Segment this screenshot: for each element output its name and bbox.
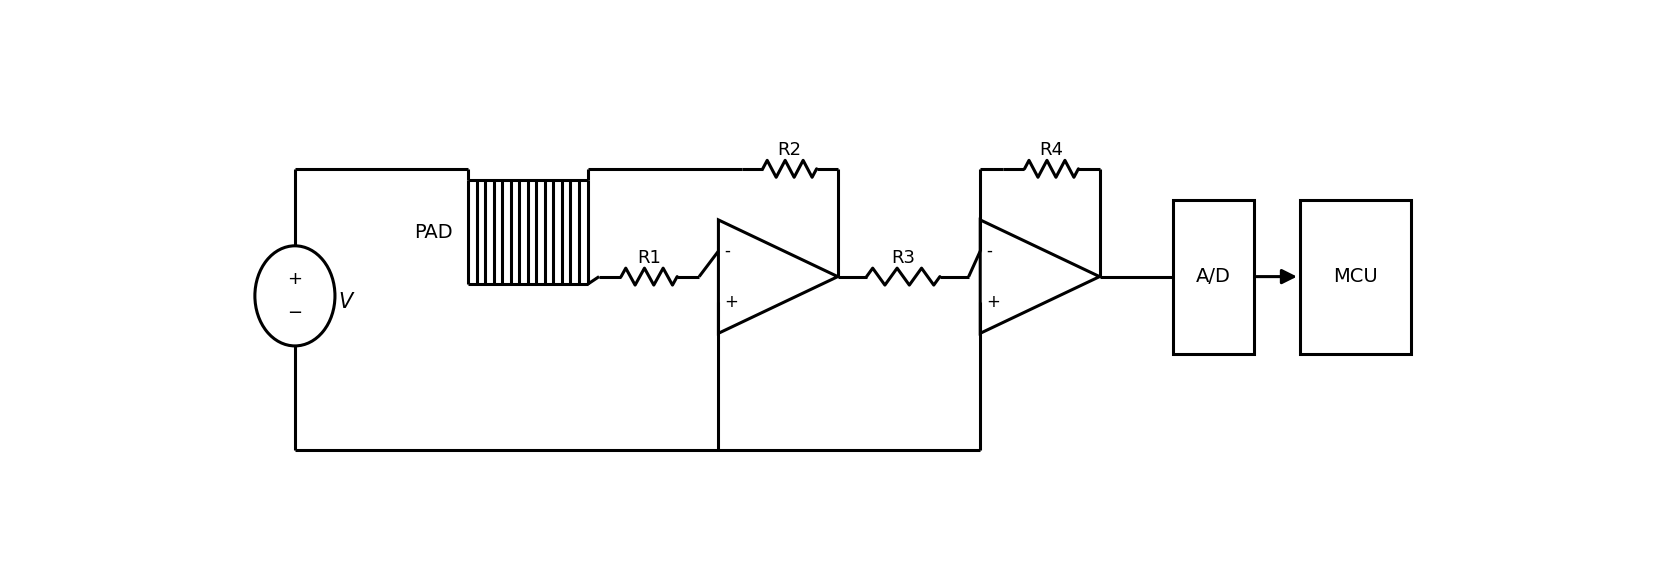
Text: MCU: MCU [1333,267,1378,286]
Text: PAD: PAD [415,223,453,242]
Text: +: + [986,293,1001,311]
Text: -: - [986,242,992,260]
Text: +: + [287,270,302,288]
Text: A/D: A/D [1195,267,1231,286]
Text: V: V [339,292,353,312]
Bar [1300,200,1412,354]
Text: R1: R1 [638,248,662,266]
Text: +: + [725,293,739,311]
Text: -: - [725,242,730,260]
Text: −: − [287,304,302,322]
Text: R2: R2 [777,141,801,159]
Bar [1172,200,1254,354]
Text: R4: R4 [1039,141,1063,159]
Text: R3: R3 [892,248,915,266]
